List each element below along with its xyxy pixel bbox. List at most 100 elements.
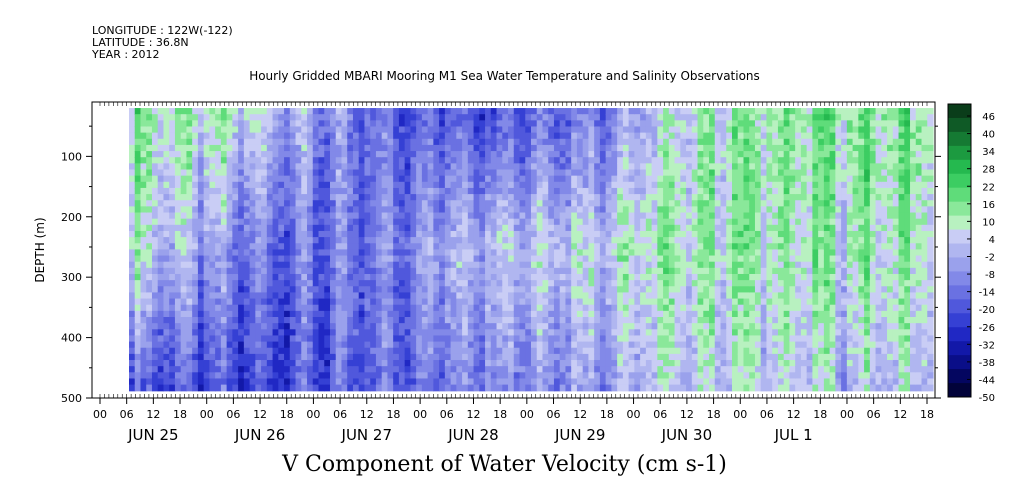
heatmap-cell <box>174 187 182 195</box>
heatmap-cell <box>617 157 624 164</box>
heatmap-cell <box>680 138 687 146</box>
heatmap-cell <box>289 329 297 337</box>
heatmap-cell <box>467 384 475 392</box>
heatmap-cell <box>456 132 463 140</box>
heatmap-cell <box>203 230 210 238</box>
heatmap-cell <box>479 237 486 244</box>
heatmap-cell <box>243 353 251 361</box>
heatmap-cell <box>686 151 693 158</box>
heatmap-cell <box>255 144 262 152</box>
heatmap-cell <box>284 169 291 177</box>
heatmap-cell <box>220 292 228 300</box>
heatmap-cell <box>531 335 538 343</box>
heatmap-cell <box>232 230 239 238</box>
heatmap-cell <box>594 286 601 294</box>
heatmap-cell <box>553 292 561 300</box>
heatmap-cell <box>485 255 492 263</box>
heatmap-cell <box>553 347 561 355</box>
heatmap-cell <box>410 249 417 257</box>
heatmap-cell <box>203 151 210 158</box>
heatmap-cell <box>330 372 337 380</box>
heatmap-cell <box>174 126 182 134</box>
heatmap-cell <box>565 360 572 367</box>
heatmap-cell <box>301 200 308 207</box>
heatmap-cell <box>674 249 681 257</box>
heatmap-cell <box>375 267 383 275</box>
heatmap-cell <box>737 329 745 337</box>
heatmap-cell <box>341 329 348 337</box>
heatmap-cell <box>565 230 572 238</box>
heatmap-cell <box>387 267 394 275</box>
heatmap-cell <box>640 341 647 349</box>
heatmap-cell <box>140 329 147 337</box>
heatmap-cell <box>335 298 343 306</box>
heatmap-cell <box>651 378 658 386</box>
heatmap-cell <box>330 114 337 121</box>
heatmap-cell <box>335 114 343 121</box>
heatmap-cell <box>307 151 314 158</box>
heatmap-cell <box>485 237 492 244</box>
heatmap-cell <box>163 114 170 121</box>
heatmap-cell <box>542 317 549 324</box>
heatmap-cell <box>163 261 170 269</box>
heatmap-cell <box>737 384 745 392</box>
heatmap-cell <box>398 200 406 207</box>
heatmap-cell <box>686 224 693 232</box>
heatmap-cell <box>450 360 457 367</box>
heatmap-cell <box>657 237 664 244</box>
heatmap-cell <box>381 372 389 380</box>
heatmap-cell <box>272 341 279 349</box>
heatmap-cell <box>519 200 526 207</box>
heatmap-cell <box>238 169 245 177</box>
heatmap-cell <box>341 360 348 367</box>
heatmap-cell <box>519 255 526 263</box>
heatmap-cell <box>645 304 653 312</box>
heatmap-cell <box>140 108 147 115</box>
heatmap-cell <box>157 366 165 373</box>
heatmap-cell <box>203 273 210 281</box>
heatmap-cell <box>364 126 371 134</box>
heatmap-cell <box>347 243 354 250</box>
heatmap-cell <box>479 169 486 177</box>
heatmap-cell <box>278 114 285 121</box>
heatmap-cell <box>479 138 486 146</box>
heatmap-cell <box>479 280 486 287</box>
heatmap-cell <box>513 249 521 257</box>
heatmap-cell <box>301 132 308 140</box>
heatmap-cell <box>358 261 366 269</box>
heatmap-cell <box>651 304 658 312</box>
heatmap-cell <box>330 378 337 386</box>
heatmap-cell <box>674 243 681 250</box>
heatmap-cell <box>358 212 366 220</box>
heatmap-cell <box>439 212 446 220</box>
heatmap-cell <box>427 255 434 263</box>
heatmap-cell <box>146 237 153 244</box>
heatmap-cell <box>605 286 612 294</box>
heatmap-cell <box>628 372 635 380</box>
heatmap-cell <box>467 347 475 355</box>
heatmap-cell <box>301 317 308 324</box>
heatmap-cell <box>571 360 578 367</box>
heatmap-cell <box>663 230 670 238</box>
heatmap-cell <box>341 206 348 214</box>
heatmap-cell <box>502 347 509 355</box>
heatmap-cell <box>674 206 681 214</box>
heatmap-cell <box>508 286 515 294</box>
heatmap-cell <box>421 267 429 275</box>
heatmap-cell <box>651 126 658 134</box>
heatmap-cell <box>387 108 394 115</box>
heatmap-cell <box>559 212 567 220</box>
heatmap-cell <box>645 317 653 324</box>
heatmap-cell <box>709 298 716 306</box>
heatmap-cell <box>490 237 498 244</box>
heatmap-cell <box>490 329 498 337</box>
heatmap-cell <box>588 224 595 232</box>
heatmap-cell <box>663 329 670 337</box>
heatmap-cell <box>301 378 308 386</box>
heatmap-cell <box>496 108 503 115</box>
heatmap-cell <box>743 212 750 220</box>
heatmap-cell <box>180 255 188 263</box>
heatmap-cell <box>272 329 279 337</box>
heatmap-cell <box>737 298 745 306</box>
heatmap-cell <box>651 366 658 373</box>
